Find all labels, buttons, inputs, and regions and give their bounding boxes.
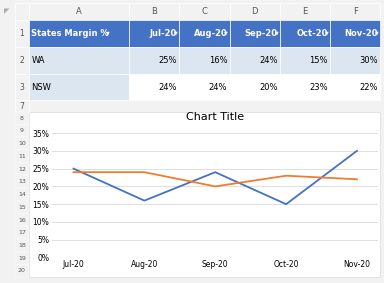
Text: Sep-20: Sep-20 [245,29,278,38]
Bar [179,47,230,74]
Text: 10: 10 [18,141,26,146]
Text: ▼: ▼ [375,31,379,36]
Bar [15,137,29,150]
Text: ◤: ◤ [4,8,9,14]
Text: Jul-20: Jul-20 [150,29,177,38]
Text: 11: 11 [18,154,26,159]
Text: 7: 7 [20,102,24,111]
Bar [230,3,280,20]
Bar [330,74,380,100]
Text: 15%: 15% [309,56,328,65]
Bar [29,47,129,74]
Bar [15,20,29,47]
Bar [15,239,29,252]
Text: F: F [353,7,358,16]
Text: 9: 9 [20,128,24,133]
Text: 19: 19 [18,256,26,261]
Text: 23%: 23% [309,83,328,91]
Bar [280,20,330,47]
Text: E: E [302,7,308,16]
Bar [179,3,230,20]
Bar [280,47,330,74]
Bar [330,47,380,74]
Text: 14: 14 [18,192,26,197]
Text: 25%: 25% [159,56,177,65]
Text: 22%: 22% [359,83,378,91]
Text: 18: 18 [18,243,26,248]
Bar [129,3,179,20]
Text: 20: 20 [18,269,26,273]
Bar [15,188,29,201]
Text: 16%: 16% [209,56,227,65]
Bar [129,47,179,74]
Bar [330,20,380,47]
Bar [230,74,280,100]
Text: 15: 15 [18,205,26,210]
Bar [29,74,129,100]
Bar [129,74,179,100]
Text: D: D [252,7,258,16]
Bar [15,163,29,175]
Bar [15,100,29,112]
Text: 20%: 20% [259,83,278,91]
Text: C: C [202,7,207,16]
Bar [129,20,179,47]
Text: Aug-20: Aug-20 [194,29,227,38]
Bar [15,252,29,265]
Bar [15,175,29,188]
Text: Oct-20: Oct-20 [296,29,328,38]
Text: NSW: NSW [31,83,51,91]
Title: Chart Title: Chart Title [186,112,244,122]
Bar [15,226,29,239]
Bar [29,112,380,277]
Bar [280,74,330,100]
Bar [29,3,129,20]
Text: ▼: ▼ [224,31,228,36]
Bar [15,265,29,277]
Text: 12: 12 [18,167,26,171]
Text: 3: 3 [20,83,24,91]
Text: 24%: 24% [159,83,177,91]
Text: 30%: 30% [359,56,378,65]
Bar [179,74,230,100]
Text: 8: 8 [20,116,24,121]
Bar [15,3,29,20]
Bar [15,150,29,163]
Text: ▼: ▼ [275,31,278,36]
Text: ▼: ▼ [106,31,110,36]
Text: ▼: ▼ [174,31,178,36]
Text: 16: 16 [18,218,26,222]
Bar [15,125,29,137]
Bar [280,3,330,20]
Text: A: A [76,7,82,16]
Text: 17: 17 [18,230,26,235]
Bar [230,20,280,47]
Text: Nov-20: Nov-20 [344,29,378,38]
Bar [15,201,29,214]
Bar [15,112,29,125]
Text: States Margin %: States Margin % [31,29,109,38]
Bar [230,47,280,74]
Text: ▼: ▼ [325,31,328,36]
Text: B: B [151,7,157,16]
Bar [15,214,29,226]
Bar [179,20,230,47]
Text: 24%: 24% [259,56,278,65]
Text: 1: 1 [20,29,24,38]
Bar [330,3,380,20]
Bar [15,74,29,100]
Text: 24%: 24% [209,83,227,91]
Text: 13: 13 [18,179,26,184]
Bar [15,47,29,74]
Text: WA: WA [31,56,45,65]
Text: 2: 2 [20,56,24,65]
Bar [29,20,129,47]
